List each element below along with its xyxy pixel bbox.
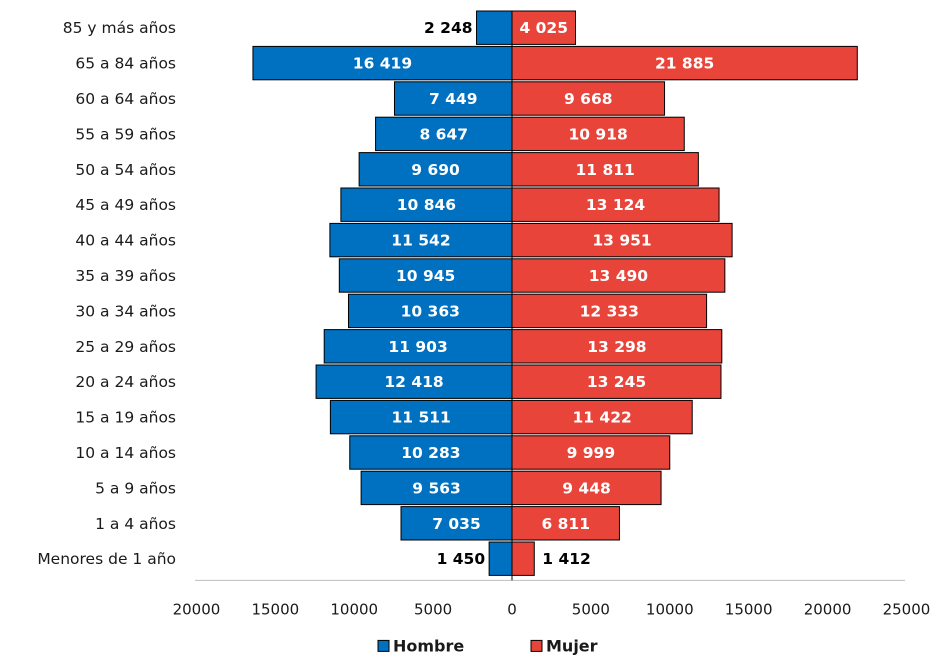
- legend-label-mujer: Mujer: [546, 636, 598, 655]
- data-label-hombre-35-a-39-anos: 10 945: [396, 267, 455, 285]
- data-label-mujer-10-a-14-anos: 9 999: [567, 444, 616, 462]
- category-label-1-a-4-anos: 1 a 4 años: [95, 515, 176, 533]
- data-label-mujer-30-a-34-anos: 12 333: [580, 302, 639, 320]
- data-label-mujer-40-a-44-anos: 13 951: [592, 232, 651, 250]
- x-tick-label-4: 0: [507, 600, 517, 618]
- bar-mujer-60-a-64-anos: [511, 81, 666, 116]
- data-label-hombre-25-a-29-anos: 11 903: [388, 338, 447, 356]
- data-label-hombre-10-a-14-anos: 10 283: [401, 444, 460, 462]
- data-label-hombre-40-a-44-anos: 11 542: [391, 232, 450, 250]
- bar-hombre-65-a-84-anos: [252, 45, 513, 81]
- category-label-20-a-24-anos: 20 a 24 años: [75, 373, 176, 391]
- x-tick-label-2: 10000: [330, 600, 378, 618]
- category-label-menores-de-1-ano: Menores de 1 año: [37, 550, 176, 568]
- bar-hombre-55-a-59-anos: [375, 116, 513, 152]
- data-label-mujer-5-a-9-anos: 9 448: [562, 479, 611, 497]
- x-tick-label-9: 25000: [883, 600, 931, 618]
- bars-layer: [252, 10, 858, 576]
- bar-mujer-20-a-24-anos: [511, 364, 722, 399]
- category-label-40-a-44-anos: 40 a 44 años: [75, 232, 176, 250]
- data-label-hombre-30-a-34-anos: 10 363: [401, 302, 460, 320]
- bar-mujer-35-a-39-anos: [511, 258, 726, 293]
- bar-hombre-1-a-4-anos: [400, 506, 513, 541]
- x-tick-label-8: 20000: [804, 600, 852, 618]
- bar-hombre-85-y-mas-anos: [476, 10, 513, 45]
- data-label-hombre-85-y-mas-anos: 2 248: [424, 19, 473, 37]
- category-label-5-a-9-anos: 5 a 9 años: [95, 479, 176, 497]
- data-label-mujer-20-a-24-anos: 13 245: [587, 373, 646, 391]
- legend-swatch-mujer: [530, 639, 543, 652]
- category-axis: 85 y más años 65 a 84 años 60 a 64 años 55 …: [37, 19, 176, 568]
- category-label-30-a-34-anos: 30 a 34 años: [75, 302, 176, 320]
- x-tick-label-3: 5000: [414, 600, 452, 618]
- data-label-hombre-50-a-54-anos: 9 690: [411, 161, 460, 179]
- data-label-hombre-20-a-24-anos: 12 418: [384, 373, 443, 391]
- x-tick-label-0: 20000: [173, 600, 221, 618]
- data-label-mujer-85-y-mas-anos: 4 025: [519, 19, 568, 37]
- data-label-hombre-65-a-84-anos: 16 419: [353, 55, 412, 73]
- bar-mujer-5-a-9-anos: [511, 470, 662, 506]
- data-label-mujer-45-a-49-anos: 13 124: [586, 196, 646, 214]
- category-label-45-a-49-anos: 45 a 49 años: [75, 196, 176, 214]
- x-tick-label-1: 15000: [251, 600, 299, 618]
- legend: Hombre Mujer: [377, 636, 598, 655]
- bar-mujer-15-a-19-anos: [511, 399, 693, 435]
- data-label-hombre-60-a-64-anos: 7 449: [429, 90, 478, 108]
- category-label-60-a-64-anos: 60 a 64 años: [75, 90, 176, 108]
- bar-mujer-55-a-59-anos: [511, 116, 685, 152]
- category-label-15-a-19-anos: 15 a 19 años: [75, 409, 176, 427]
- data-label-hombre-menores-de-1-ano: 1 450: [437, 550, 486, 568]
- bar-hombre-30-a-34-anos: [347, 293, 513, 329]
- x-tick-label-7: 15000: [725, 600, 773, 618]
- category-label-50-a-54-anos: 50 a 54 años: [75, 161, 176, 179]
- data-label-hombre-55-a-59-anos: 8 647: [420, 125, 469, 143]
- bar-hombre-15-a-19-anos: [329, 399, 513, 435]
- bar-mujer-40-a-44-anos: [511, 222, 733, 258]
- bar-hombre-50-a-54-anos: [358, 152, 513, 187]
- data-label-hombre-15-a-19-anos: 11 511: [392, 409, 451, 427]
- data-label-mujer-15-a-19-anos: 11 422: [572, 409, 631, 427]
- legend-swatch-hombre: [377, 639, 390, 652]
- bar-mujer-1-a-4-anos: [511, 506, 620, 541]
- data-label-mujer-1-a-4-anos: 6 811: [541, 515, 590, 533]
- data-label-mujer-35-a-39-anos: 13 490: [589, 267, 649, 285]
- x-tick-label-6: 10000: [646, 600, 694, 618]
- category-label-85-y-mas-anos: 85 y más años: [63, 19, 176, 37]
- data-label-hombre-1-a-4-anos: 7 035: [432, 515, 481, 533]
- data-label-hombre-5-a-9-anos: 9 563: [412, 479, 461, 497]
- bar-mujer-85-y-mas-anos: [511, 10, 577, 45]
- bar-hombre-35-a-39-anos: [338, 258, 513, 293]
- data-label-mujer-menores-de-1-ano: 1 412: [542, 550, 591, 568]
- category-label-35-a-39-anos: 35 a 39 años: [75, 267, 176, 285]
- data-label-mujer-25-a-29-anos: 13 298: [587, 338, 646, 356]
- bar-mujer-45-a-49-anos: [511, 187, 720, 222]
- data-label-mujer-65-a-84-anos: 21 885: [655, 55, 714, 73]
- bar-hombre-40-a-44-anos: [329, 222, 513, 258]
- bar-hombre-45-a-49-anos: [340, 187, 513, 222]
- data-label-mujer-60-a-64-anos: 9 668: [564, 90, 613, 108]
- bar-hombre-20-a-24-anos: [315, 364, 513, 399]
- data-label-mujer-55-a-59-anos: 10 918: [568, 125, 627, 143]
- category-label-25-a-29-anos: 25 a 29 años: [75, 338, 176, 356]
- x-tick-label-5: 5000: [572, 600, 610, 618]
- bar-mujer-65-a-84-anos: [511, 45, 858, 81]
- x-axis-ticks: 20000 15000 10000 5000 0 5000 10000 15000 20000 2…: [173, 600, 931, 618]
- labels-layer: 2 248 4 025 16 419 21 885 7 449 9 668 8 647 10 …: [353, 19, 715, 568]
- category-label-55-a-59-anos: 55 a 59 años: [75, 125, 176, 143]
- data-label-hombre-45-a-49-anos: 10 846: [397, 196, 456, 214]
- bar-mujer-25-a-29-anos: [511, 329, 723, 364]
- category-label-10-a-14-anos: 10 a 14 años: [75, 444, 176, 462]
- data-label-mujer-50-a-54-anos: 11 811: [576, 161, 635, 179]
- bar-mujer-menores-de-1-ano: [511, 541, 535, 576]
- category-label-65-a-84-anos: 65 a 84 años: [75, 55, 176, 73]
- bar-hombre-25-a-29-anos: [323, 329, 513, 364]
- legend-label-hombre: Hombre: [393, 636, 464, 655]
- bar-mujer-10-a-14-anos: [511, 435, 671, 470]
- bar-hombre-menores-de-1-ano: [488, 541, 513, 576]
